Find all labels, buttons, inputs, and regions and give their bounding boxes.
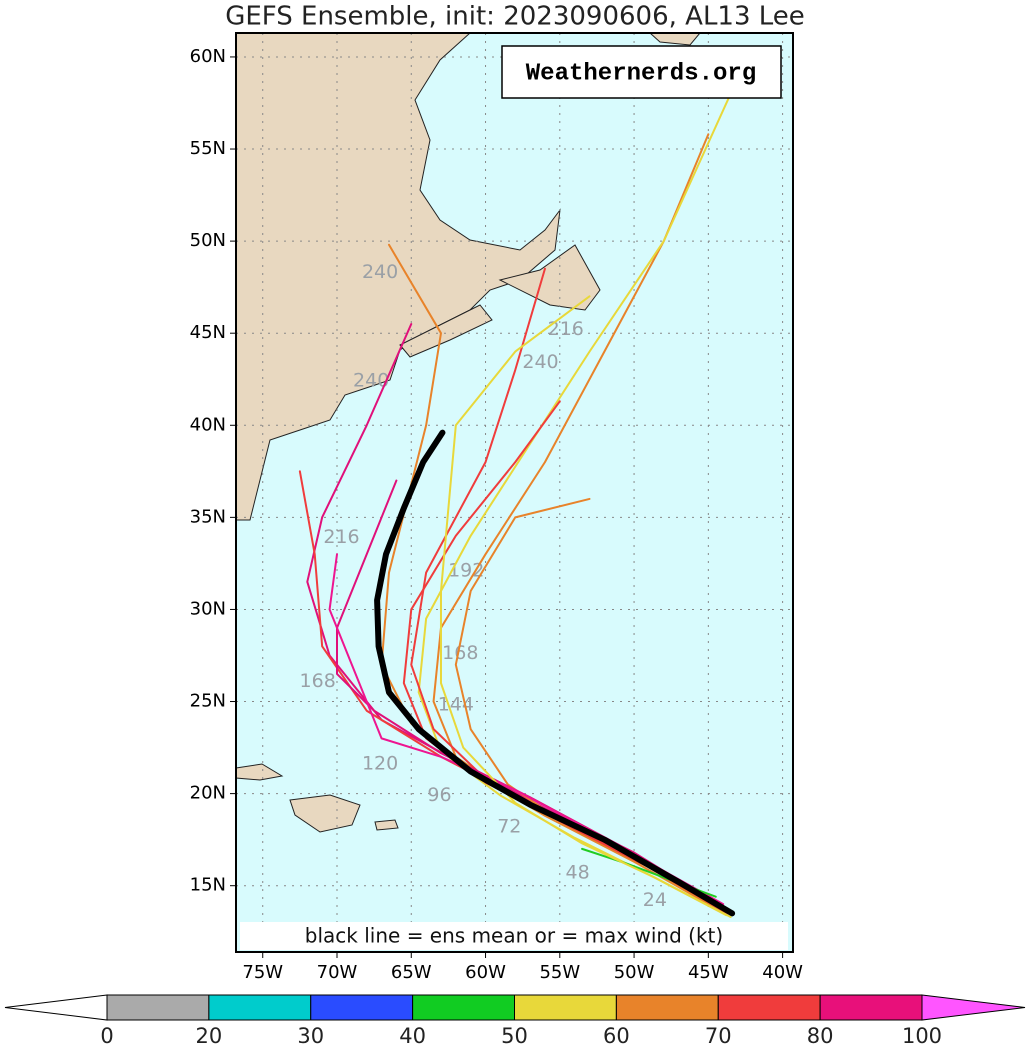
hour-label: 96 [427,784,451,806]
x-tick-label: 50W [614,962,655,983]
x-tick-label: 55W [539,962,580,983]
colorbar-extend [921,994,1026,1021]
colorbar: 0 20 30 40 50 60 70 80 100 [4,994,1026,1048]
colorbar-bin [208,994,312,1021]
y-tick-label: 20N [190,783,226,804]
colorbar-label: 20 [196,1024,223,1048]
hour-label: 120 [362,753,398,775]
plot-frame [235,32,794,953]
note: black line = ens mean or = max wind (kt) [305,924,723,948]
hour-label: 144 [438,694,474,716]
y-tick-label: 40N [190,414,226,435]
x-tick-label: 70W [317,962,358,983]
ensemble-track [417,92,732,917]
y-tick-label: 55N [190,138,226,159]
y-tick-label: 60N [190,46,226,67]
x-tick-label: 75W [242,962,283,983]
colorbar-label: 30 [297,1024,324,1048]
hour-label: 240 [353,370,389,392]
chart-title: GEFS Ensemble, init: 2023090606, AL13 Le… [225,2,805,32]
hour-label: 192 [448,559,484,581]
colorbar-label: 80 [807,1024,834,1048]
colorbar-bin [514,994,617,1021]
hour-label: 48 [566,861,590,883]
tracks: 240 216 240 240 216 192 168 168 144 120 96 72 48 24 [298,92,736,919]
y-tick-label: 35N [190,506,226,527]
y-tick-label: 25N [190,691,226,712]
hour-label: 72 [497,815,521,837]
colorbar-extend [4,994,108,1021]
y-tick-label: 30N [190,598,226,619]
x-tick-label: 40W [762,962,803,983]
land [235,32,702,833]
ensemble-track [439,295,732,919]
mean-track [374,429,736,917]
x-tick-label: 45W [688,962,729,983]
colorbar-label: 70 [705,1024,732,1048]
y-tick-label: 45N [190,322,226,343]
colorbar-bin [819,994,923,1021]
hour-label: 216 [548,318,584,340]
hour-label: 216 [323,526,359,548]
hour-label: 24 [643,889,667,911]
hour-label: 240 [522,351,558,373]
colorbar-bin [615,994,719,1021]
hour-label: 168 [300,670,336,692]
y-tick-label: 50N [190,230,226,251]
watermark-box [501,45,782,99]
x-tick-label: 65W [391,962,432,983]
hour-label: 168 [442,642,478,664]
colorbar-label: 100 [902,1024,942,1048]
x-tick-label: 60W [465,962,506,983]
colorbar-label: 60 [603,1024,630,1048]
colorbar-bin [717,994,821,1021]
colorbar-label: 0 [100,1024,113,1048]
y-tick-label: 15N [190,875,226,896]
colorbar-label: 50 [501,1024,528,1048]
colorbar-bin [412,994,515,1021]
colorbar-bin [310,994,414,1021]
colorbar-bin [106,994,210,1021]
ensemble-track [410,267,729,915]
colorbar-label: 40 [399,1024,426,1048]
hour-label: 240 [362,261,398,283]
watermark: Weathernerds.org [526,60,756,87]
ensemble-track [380,243,723,913]
note-box [240,922,788,950]
